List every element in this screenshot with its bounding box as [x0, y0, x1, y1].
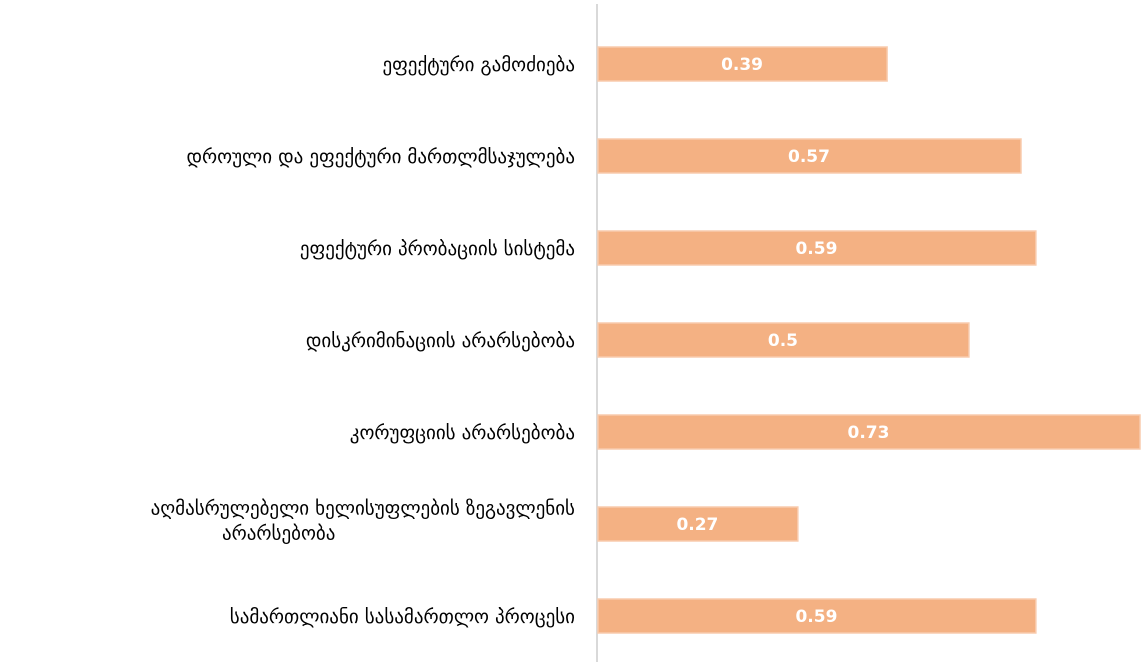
data-label: 0.57 [788, 147, 830, 167]
data-label: 0.39 [721, 55, 763, 75]
bar [597, 138, 1022, 174]
bar [597, 506, 799, 542]
data-label: 0.59 [795, 239, 837, 259]
bars-group: 0.39 0.57 0.59 0.5 0.73 0.27 0.59 [597, 46, 1141, 634]
category-label: აღმასრულებელი ხელისუფლების ზეგავლენის არა… [151, 498, 575, 545]
data-label: 0.59 [795, 607, 837, 627]
bar [597, 598, 1037, 634]
category-labels-group: ეფექტური გამოძიება დროული და ეფექტური მარ… [151, 54, 575, 628]
category-label: ეფექტური გამოძიება [382, 54, 575, 76]
category-label-line: კორუფციის არარსებობა [350, 422, 575, 444]
category-label: სამართლიანი სასამართლო პროცესი [230, 606, 575, 628]
category-label-line: ეფექტური გამოძიება [382, 54, 575, 76]
bar [597, 230, 1037, 266]
bar [597, 46, 888, 82]
category-label: ეფექტური პრობაციის სისტემა [300, 238, 575, 260]
category-label: კორუფციის არარსებობა [350, 422, 575, 444]
data-label: 0.73 [848, 423, 890, 443]
category-label: დროული და ეფექტური მართლმსაჯულება [187, 146, 575, 168]
bar [597, 322, 970, 358]
category-label-line: აღმასრულებელი ხელისუფლების ზეგავლენის [151, 498, 575, 520]
category-label-line: არარსებობა [222, 523, 335, 545]
bar [597, 414, 1141, 450]
category-label-line: დროული და ეფექტური მართლმსაჯულება [187, 146, 575, 168]
data-label: 0.5 [768, 331, 798, 351]
data-label: 0.27 [676, 515, 718, 535]
category-label-line: სამართლიანი სასამართლო პროცესი [230, 606, 575, 628]
category-label: დისკრიმინაციის არარსებობა [306, 330, 575, 352]
category-label-line: დისკრიმინაციის არარსებობა [306, 330, 575, 352]
category-label-line: ეფექტური პრობაციის სისტემა [300, 238, 575, 260]
